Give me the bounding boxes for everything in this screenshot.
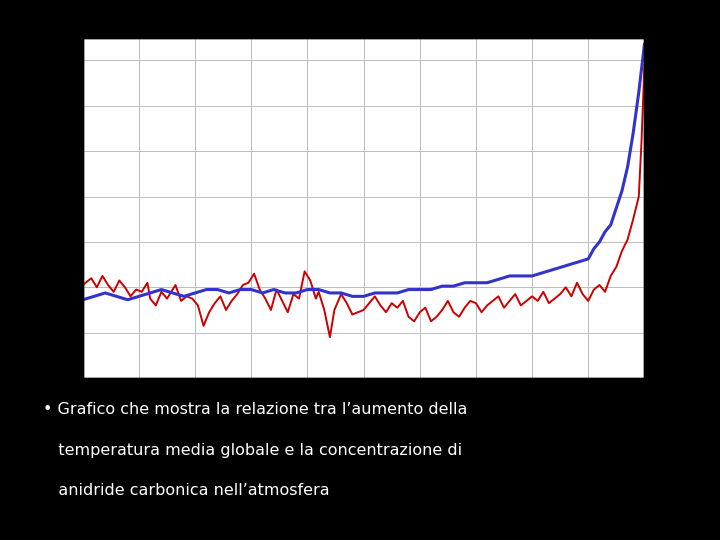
Text: ppm: ppm: [19, 140, 50, 153]
Text: • Grafico che mostra la relazione tra l’aumento della: • Grafico che mostra la relazione tra l’…: [43, 402, 467, 417]
Text: anidride carbonica nell’atmosfera: anidride carbonica nell’atmosfera: [43, 483, 330, 498]
Text: °C: °C: [686, 43, 703, 57]
Text: temperatura media globale e la concentrazione di: temperatura media globale e la concentra…: [43, 443, 462, 458]
Text: CO₂: CO₂: [22, 167, 48, 180]
